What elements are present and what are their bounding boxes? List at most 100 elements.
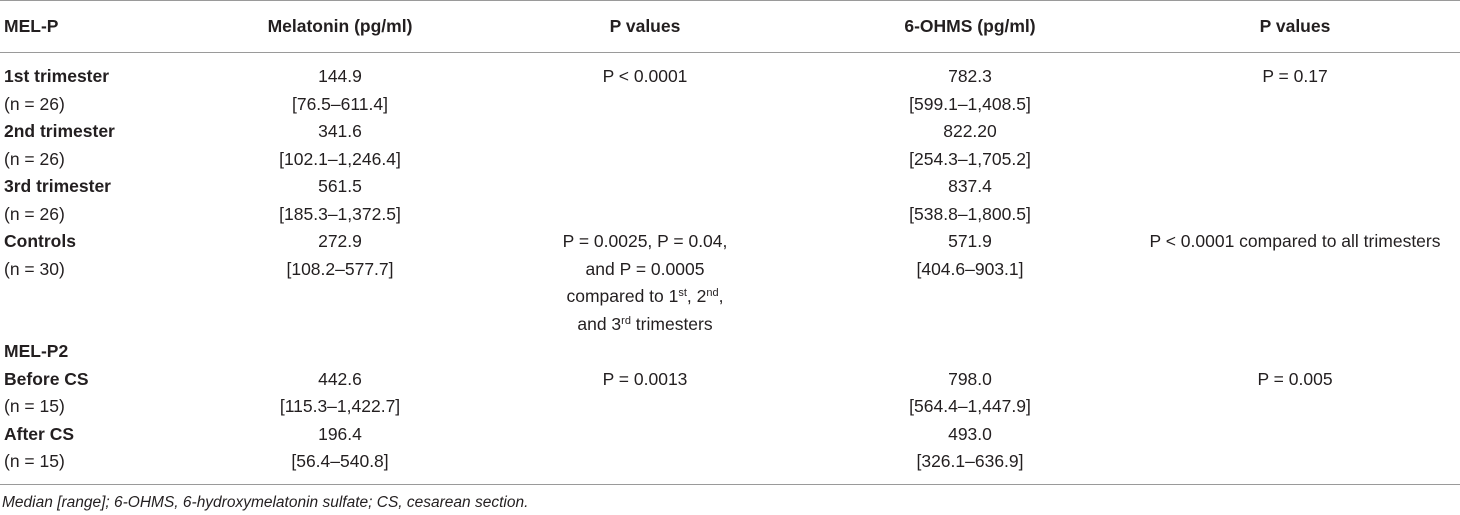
table-cell: [599.1–1,408.5] xyxy=(909,93,1031,114)
table-row: (n = 15) [115.3–1,422.7] [564.4–1,447.9] xyxy=(0,393,1460,421)
table-cell: 822.20 xyxy=(943,121,997,141)
header-cell: P values xyxy=(1130,0,1460,53)
table-cell: [108.2–577.7] xyxy=(286,258,394,279)
table-cell: 442.6 xyxy=(318,368,362,389)
table-cell: 571.9 xyxy=(948,231,992,251)
comparison-text: , 2 xyxy=(686,286,707,306)
table-cell: P = 0.0025, P = 0.04, xyxy=(562,231,728,251)
table-cell: [102.1–1,246.4] xyxy=(279,148,401,169)
data-table: MEL-P Melatonin (pg/ml) P values 6-OHMS … xyxy=(0,0,1460,485)
header-cell: Melatonin (pg/ml) xyxy=(200,0,480,53)
table-cell: [115.3–1,422.7] xyxy=(279,396,401,416)
row-label: (n = 30) xyxy=(4,258,65,279)
table-cell xyxy=(480,118,810,146)
comparison-text: , xyxy=(718,286,724,306)
table-footnote: Median [range]; 6-OHMS, 6-hydroxymelaton… xyxy=(2,494,529,511)
section-label: MEL-P2 xyxy=(4,341,69,361)
table-cell xyxy=(1130,421,1460,449)
section-row: MEL-P2 xyxy=(0,338,1460,366)
table-cell xyxy=(200,283,480,311)
table-row: and 3rd trimesters xyxy=(0,311,1460,339)
table-cell xyxy=(1130,448,1460,476)
header-cell: P values xyxy=(480,0,810,53)
table-cell: [326.1–636.9] xyxy=(916,451,1024,471)
table-cell xyxy=(200,338,480,366)
table-cell xyxy=(480,338,810,366)
table-cell: 341.6 xyxy=(318,121,362,141)
row-label: 3rd trimester xyxy=(4,176,111,196)
row-label: 2nd trimester xyxy=(4,121,115,141)
table-row: (n = 26) [185.3–1,372.5] [538.8–1,800.5] xyxy=(0,201,1460,229)
row-label xyxy=(0,283,200,311)
table-cell: 837.4 xyxy=(948,176,992,196)
table-cell xyxy=(1130,173,1460,201)
table-cell xyxy=(1130,393,1460,421)
table-cell: and 3rd trimesters xyxy=(480,311,810,339)
row-label: (n = 26) xyxy=(4,203,65,224)
table-cell xyxy=(810,311,1130,339)
table-cell: 272.9 xyxy=(318,231,362,251)
superscript: nd xyxy=(706,287,719,299)
header-cell: 6-OHMS (pg/ml) xyxy=(810,0,1130,53)
table-cell: 561.5 xyxy=(318,176,362,196)
table-row: compared to 1st, 2nd, xyxy=(0,283,1460,311)
row-label xyxy=(0,311,200,339)
table-cell xyxy=(200,311,480,339)
table-cell: [564.4–1,447.9] xyxy=(909,396,1031,416)
table-cell: and P = 0.0005 xyxy=(585,258,705,279)
table-cell xyxy=(1130,338,1460,366)
comparison-text: compared to 1 xyxy=(566,286,679,306)
table-cell xyxy=(810,338,1130,366)
table-cell: 798.0 xyxy=(948,368,992,389)
table-cell xyxy=(1130,283,1460,311)
table-cell xyxy=(480,146,810,174)
table-cell xyxy=(480,448,810,476)
header-cell: MEL-P xyxy=(0,0,200,53)
table-cell xyxy=(1130,146,1460,174)
table-cell: P < 0.0001 compared to all trimesters xyxy=(1149,231,1441,251)
table-cell: 493.0 xyxy=(948,423,992,444)
table-cell xyxy=(480,201,810,229)
header-row: MEL-P Melatonin (pg/ml) P values 6-OHMS … xyxy=(0,0,1460,53)
row-label: (n = 26) xyxy=(4,148,65,169)
row-label: (n = 15) xyxy=(4,451,65,471)
row-label: (n = 15) xyxy=(4,396,65,416)
table-row: (n = 26) [102.1–1,246.4] [254.3–1,705.2] xyxy=(0,146,1460,174)
row-label: (n = 26) xyxy=(4,93,65,114)
superscript: st xyxy=(678,287,687,299)
table-cell xyxy=(1130,91,1460,119)
table-cell xyxy=(480,421,810,449)
row-label: Before CS xyxy=(4,368,89,389)
comparison-text: and 3 xyxy=(577,313,622,334)
table-cell: [76.5–611.4] xyxy=(291,93,388,114)
superscript: rd xyxy=(621,314,631,327)
row-label: Controls xyxy=(4,231,76,251)
table-cell xyxy=(810,283,1130,311)
table-cell: P = 0.0013 xyxy=(602,368,688,389)
table-row: 3rd trimester 561.5 837.4 xyxy=(0,173,1460,201)
table-row: Before CS 442.6 P = 0.0013 798.0 P = 0.0… xyxy=(0,366,1460,394)
table-row: (n = 26) [76.5–611.4] [599.1–1,408.5] xyxy=(0,91,1460,119)
table-cell xyxy=(480,91,810,119)
row-label: 1st trimester xyxy=(4,66,110,86)
table-cell xyxy=(1130,118,1460,146)
table-cell: 782.3 xyxy=(948,66,992,86)
comparison-text: trimesters xyxy=(630,313,713,334)
table-row: (n = 30) [108.2–577.7] and P = 0.0005 [4… xyxy=(0,256,1460,284)
table-row: 2nd trimester 341.6 822.20 xyxy=(0,118,1460,146)
table-cell: P = 0.005 xyxy=(1257,368,1333,389)
table-cell: 144.9 xyxy=(318,66,362,86)
table-cell: compared to 1st, 2nd, xyxy=(480,283,810,311)
table-cell: [254.3–1,705.2] xyxy=(909,148,1031,169)
table-cell: P < 0.0001 xyxy=(602,66,688,86)
table-cell: [404.6–903.1] xyxy=(916,258,1024,279)
table-cell: [185.3–1,372.5] xyxy=(279,203,401,224)
table-cell: P = 0.17 xyxy=(1262,66,1328,86)
row-label: After CS xyxy=(4,423,75,444)
table-cell: 196.4 xyxy=(318,423,362,444)
table-cell xyxy=(1130,256,1460,284)
table-cell xyxy=(480,393,810,421)
table-bottom-rule xyxy=(0,475,1460,485)
table-row: (n = 15) [56.4–540.8] [326.1–636.9] xyxy=(0,448,1460,476)
